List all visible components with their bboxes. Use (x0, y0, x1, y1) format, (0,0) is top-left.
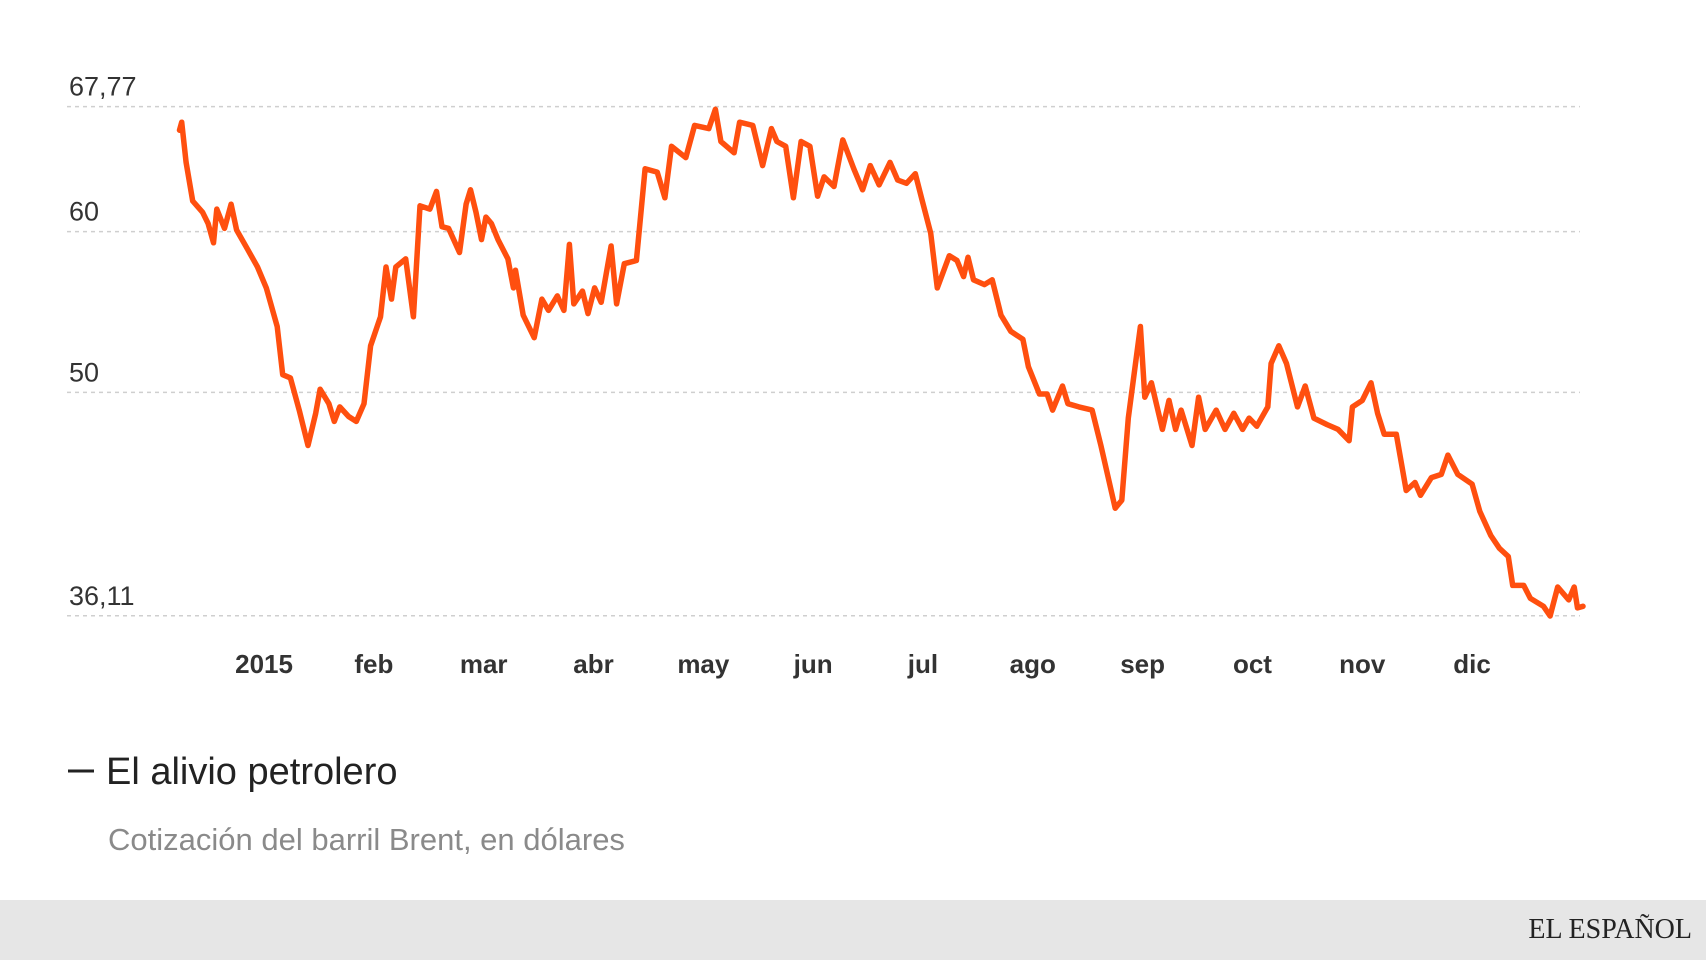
chart-title: El alivio petrolero (106, 751, 397, 793)
y-tick-label: 50 (69, 357, 99, 387)
x-tick-label: 2015 (235, 649, 293, 679)
x-tick-label: mar (460, 649, 508, 679)
x-tick-label: jun (793, 649, 833, 679)
x-tick-label: ago (1010, 649, 1056, 679)
x-tick-label: may (677, 649, 730, 679)
x-tick-label: sep (1120, 649, 1165, 679)
x-tick-label: jul (907, 649, 938, 679)
x-tick-label: dic (1453, 649, 1491, 679)
y-tick-label: 60 (69, 197, 99, 227)
y-tick-label: 36,11 (69, 581, 135, 611)
x-tick-label: abr (573, 649, 613, 679)
chart-subtitle: Cotización del barril Brent, en dólares (108, 822, 625, 857)
data-line (176, 106, 1586, 619)
x-tick-label: feb (354, 649, 393, 679)
x-tick-label: nov (1339, 649, 1386, 679)
x-tick-label: oct (1233, 649, 1272, 679)
footer-bar (0, 900, 1706, 960)
brand: EL ESPAÑOL (1528, 914, 1692, 945)
y-tick-label: 67,77 (69, 72, 137, 102)
